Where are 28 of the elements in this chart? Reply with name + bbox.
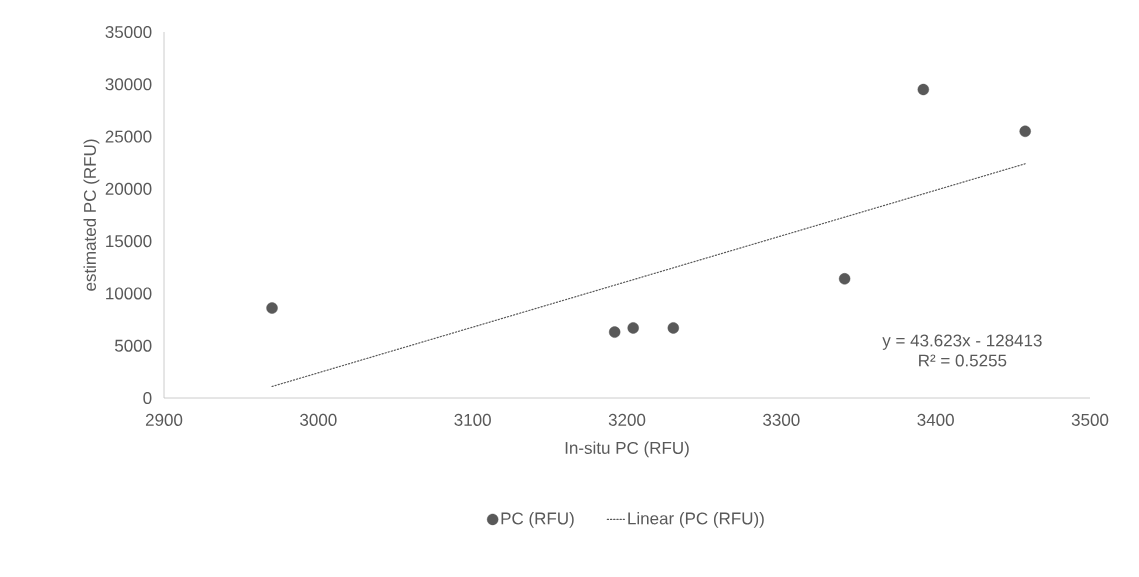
x-tick-label: 2900 — [145, 413, 183, 426]
x-tick-label: 3300 — [763, 413, 800, 426]
x-tick-label: 3000 — [300, 413, 337, 426]
annotation: R² = 0.5255 — [919, 354, 1007, 367]
point — [1019, 125, 1031, 138]
x-tick-label: 3200 — [608, 413, 646, 426]
x-tick-label: 3100 — [454, 413, 491, 426]
y-tick-label: 5000 — [115, 339, 152, 352]
y-tick-label: 30000 — [105, 78, 152, 91]
annotation: y = 43.623x - 128413 — [882, 334, 1042, 350]
legend-label: PC (RFU) — [501, 511, 574, 528]
y-tick-label: 25000 — [105, 130, 152, 143]
point — [627, 322, 639, 334]
y-tick-label: 0 — [143, 391, 152, 405]
point — [667, 322, 680, 334]
legend-label: Linear (PC (RFU)) — [628, 511, 764, 528]
y-tick-label: 10000 — [106, 287, 152, 300]
y-tick-label: 20000 — [105, 182, 152, 195]
y-tick-label: 35000 — [105, 25, 152, 39]
y-tick-label: 15000 — [106, 235, 152, 248]
point — [838, 273, 851, 285]
point — [917, 83, 930, 96]
point — [608, 326, 621, 338]
x-tick-label: 3400 — [917, 413, 954, 426]
x-axis-title: In-situ PC (RFU) — [565, 441, 689, 458]
y-axis-title: estimated PC (RFU) — [83, 139, 100, 291]
x-tick-label: 3500 — [1071, 413, 1109, 426]
point — [266, 302, 278, 314]
